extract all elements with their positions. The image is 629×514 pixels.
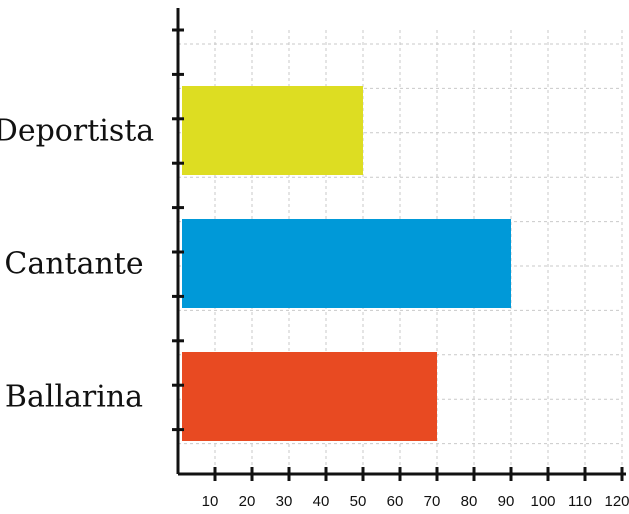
x-tick-label: 90 <box>498 493 515 510</box>
category-label-ballarina: Ballarina <box>5 380 143 415</box>
x-tick-label: 70 <box>424 493 441 510</box>
x-tick-label: 10 <box>202 493 219 510</box>
x-tick-label: 20 <box>239 493 256 510</box>
bar-deportista <box>182 86 363 175</box>
x-tick-label: 100 <box>530 493 555 510</box>
x-tick-label: 80 <box>461 493 478 510</box>
tick-marks <box>172 28 624 481</box>
x-tick-label: 60 <box>387 493 404 510</box>
labels: Deportista Cantante Ballarina 10 20 30 40 50 60 7… <box>0 114 629 511</box>
x-tick-label: 120 <box>604 493 629 510</box>
category-label-deportista: Deportista <box>0 114 154 149</box>
x-tick-label: 40 <box>313 493 330 510</box>
bar-ballarina <box>182 352 437 441</box>
category-label-cantante: Cantante <box>4 247 143 282</box>
x-tick-label: 50 <box>350 493 367 510</box>
x-tick-label: 110 <box>568 493 592 510</box>
x-tick-label: 30 <box>276 493 293 510</box>
bars <box>182 86 511 441</box>
bar-cantante <box>182 219 511 308</box>
